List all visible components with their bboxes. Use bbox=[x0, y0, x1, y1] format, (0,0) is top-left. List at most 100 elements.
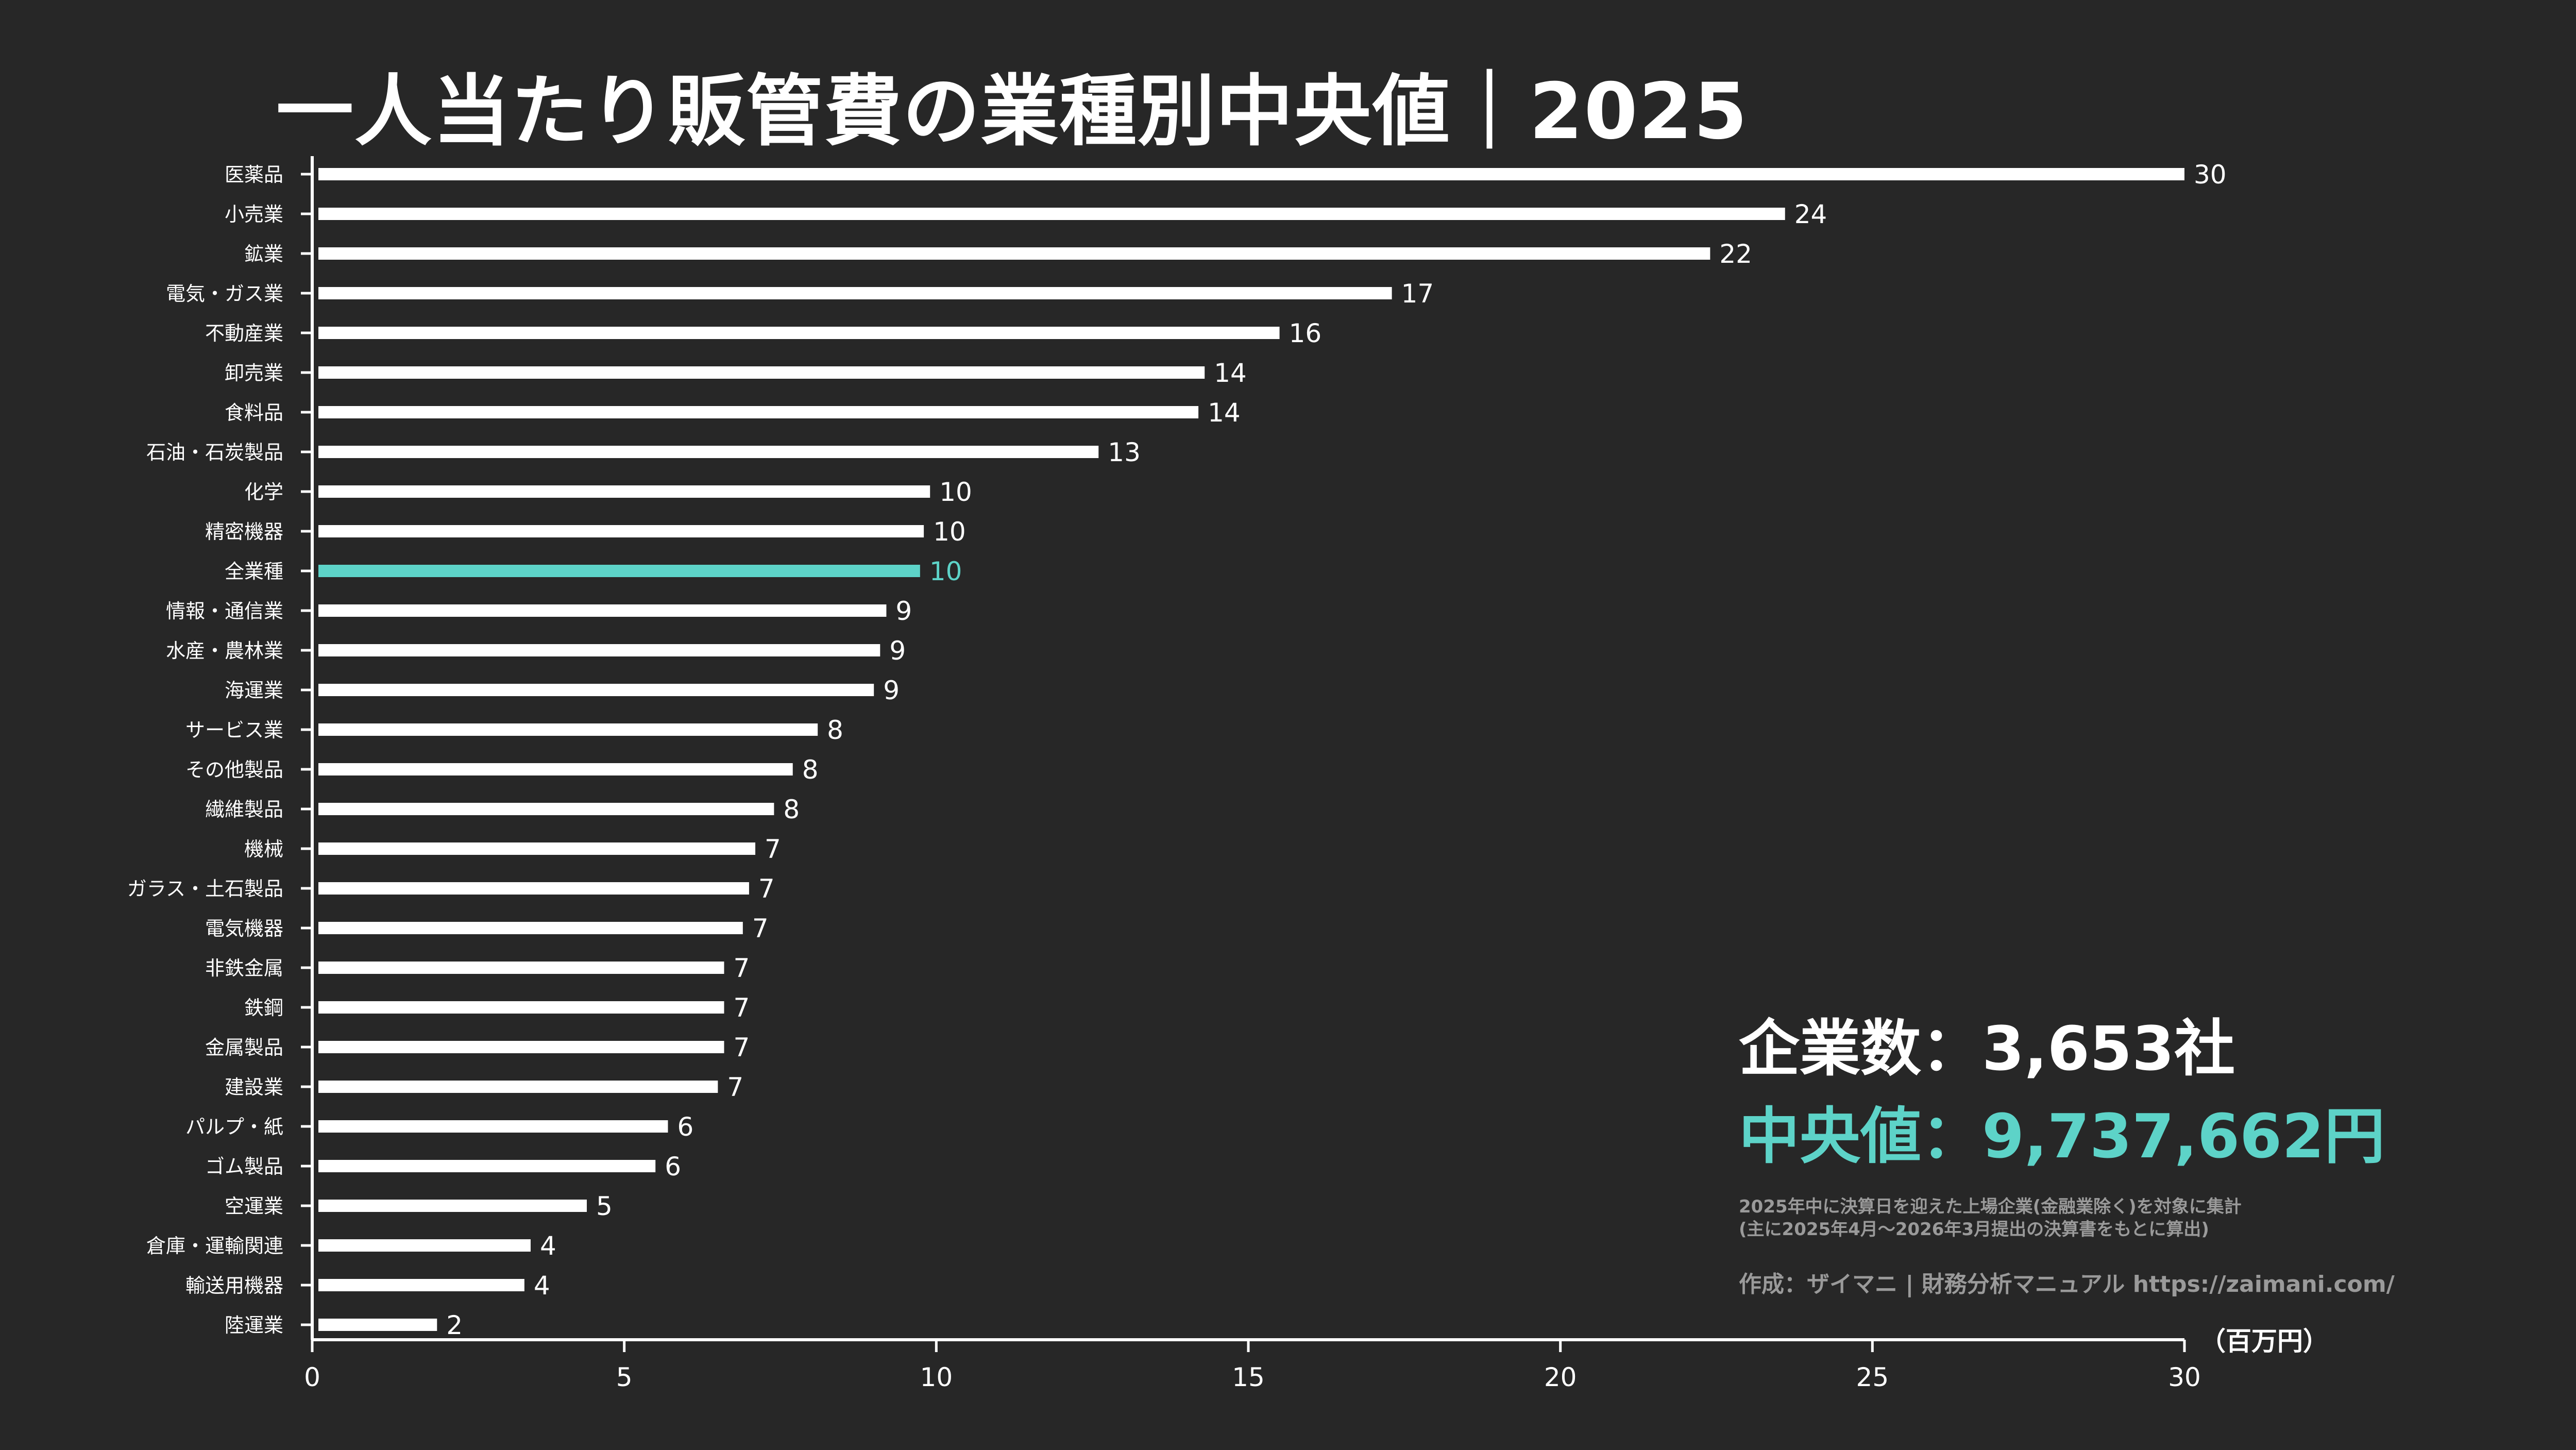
bar bbox=[318, 644, 880, 656]
data-label: 4 bbox=[534, 1271, 550, 1301]
bar bbox=[318, 247, 1710, 260]
x-tick-label: 30 bbox=[2168, 1362, 2201, 1392]
note-line: 2025年中に決算日を迎えた上場企業(金融業除く)を対象に集計 bbox=[1739, 1196, 2242, 1217]
category-label: 建設業 bbox=[225, 1076, 283, 1099]
category-label: 卸売業 bbox=[225, 362, 283, 384]
category-label: 水産・農林業 bbox=[166, 639, 283, 662]
data-label: 7 bbox=[727, 1072, 743, 1102]
data-label: 5 bbox=[596, 1191, 613, 1221]
category-label: 電気・ガス業 bbox=[166, 282, 283, 305]
category-label: 情報・通信業 bbox=[166, 600, 283, 622]
median-value: 中央値：9,737,662円 bbox=[1739, 1101, 2385, 1172]
x-tick-label: 15 bbox=[1232, 1362, 1265, 1392]
data-label: 14 bbox=[1214, 358, 1247, 388]
category-label: 食料品 bbox=[225, 401, 283, 424]
category-label: 石油・石炭製品 bbox=[146, 441, 283, 464]
data-label: 6 bbox=[677, 1112, 693, 1142]
data-label: 24 bbox=[1794, 199, 1827, 229]
x-tick-label: 10 bbox=[920, 1362, 953, 1392]
bar bbox=[318, 604, 887, 617]
data-label: 30 bbox=[2194, 160, 2227, 190]
x-axis-unit: （百万円） bbox=[2200, 1326, 2329, 1356]
x-tick-label: 20 bbox=[1544, 1362, 1577, 1392]
data-label: 8 bbox=[802, 755, 819, 785]
category-label: 輸送用機器 bbox=[185, 1274, 283, 1297]
data-label: 7 bbox=[733, 953, 750, 983]
category-label: 空運業 bbox=[225, 1195, 283, 1218]
data-label: 13 bbox=[1108, 437, 1141, 467]
company-count: 企業数：3,653社 bbox=[1739, 1013, 2235, 1084]
x-tick-label: 5 bbox=[616, 1362, 633, 1392]
bar bbox=[318, 208, 1785, 220]
bar bbox=[318, 1279, 524, 1291]
note-line: (主に2025年4月～2026年3月提出の決算書をもとに算出) bbox=[1739, 1219, 2209, 1240]
x-tick-label: 0 bbox=[304, 1362, 320, 1392]
bar bbox=[318, 763, 793, 775]
bar bbox=[318, 1200, 587, 1212]
bar bbox=[318, 842, 756, 855]
bar bbox=[318, 446, 1099, 458]
data-label: 2 bbox=[446, 1310, 463, 1340]
data-label: 9 bbox=[889, 636, 906, 666]
data-label: 7 bbox=[733, 1033, 750, 1063]
summary-panel: 企業数：3,653社 中央値：9,737,662円 2025年中に決算日を迎えた… bbox=[1739, 1005, 2395, 1299]
data-label: 7 bbox=[752, 914, 769, 943]
data-label: 10 bbox=[939, 477, 972, 507]
category-label: サービス業 bbox=[185, 719, 283, 741]
category-label: ゴム製品 bbox=[205, 1155, 283, 1178]
category-label: 不動産業 bbox=[205, 322, 283, 345]
category-label: 鉄鋼 bbox=[244, 997, 283, 1019]
data-label: 16 bbox=[1289, 318, 1322, 348]
bar bbox=[318, 485, 930, 498]
category-label: 全業種 bbox=[225, 560, 283, 583]
chart-title: 一人当たり販管費の業種別中央値｜2025 bbox=[276, 67, 1749, 157]
bar bbox=[318, 1041, 724, 1053]
bar bbox=[318, 366, 1205, 379]
category-label: 金属製品 bbox=[205, 1036, 283, 1059]
data-label: 7 bbox=[765, 834, 781, 864]
bar bbox=[318, 565, 920, 577]
bar bbox=[318, 287, 1392, 299]
data-label: 14 bbox=[1208, 398, 1241, 428]
bar bbox=[318, 882, 749, 895]
data-label: 17 bbox=[1401, 279, 1434, 309]
bar bbox=[318, 723, 818, 736]
bar bbox=[318, 962, 724, 974]
bar bbox=[318, 1120, 668, 1133]
category-label: 電気機器 bbox=[205, 917, 283, 940]
bar bbox=[318, 1001, 724, 1014]
category-label: 非鉄金属 bbox=[205, 957, 283, 980]
data-label: 7 bbox=[758, 874, 775, 904]
category-label: 化学 bbox=[244, 481, 283, 503]
bar bbox=[318, 1239, 531, 1252]
data-label: 10 bbox=[929, 557, 962, 586]
bar bbox=[318, 327, 1280, 339]
data-label: 4 bbox=[540, 1231, 556, 1261]
bar bbox=[318, 168, 2184, 180]
category-label: 海運業 bbox=[225, 679, 283, 702]
data-label: 9 bbox=[883, 676, 900, 705]
notes: 2025年中に決算日を迎えた上場企業(金融業除く)を対象に集計 (主に2025年… bbox=[1739, 1195, 2395, 1241]
category-label: ガラス・土石製品 bbox=[127, 878, 283, 900]
data-label: 8 bbox=[783, 795, 800, 824]
category-label: 繊維製品 bbox=[205, 798, 283, 821]
bar bbox=[318, 922, 743, 934]
data-label: 10 bbox=[933, 517, 966, 547]
category-label: 医薬品 bbox=[225, 163, 283, 186]
data-label: 8 bbox=[827, 715, 843, 745]
bar bbox=[318, 525, 924, 537]
category-label: 陸運業 bbox=[225, 1314, 283, 1337]
category-label: パルプ・紙 bbox=[185, 1116, 283, 1138]
credit: 作成：ザイマニ | 財務分析マニュアル https://zaimani.com/ bbox=[1739, 1271, 2395, 1297]
bar bbox=[318, 406, 1199, 418]
bar bbox=[318, 1160, 656, 1172]
category-label: 小売業 bbox=[225, 203, 283, 226]
data-label: 22 bbox=[1719, 239, 1752, 269]
data-label: 7 bbox=[733, 993, 750, 1023]
category-label: 鉱業 bbox=[244, 243, 283, 265]
bar bbox=[318, 1319, 437, 1331]
data-label: 6 bbox=[665, 1152, 681, 1182]
bar bbox=[318, 803, 774, 815]
x-tick-label: 25 bbox=[1856, 1362, 1889, 1392]
